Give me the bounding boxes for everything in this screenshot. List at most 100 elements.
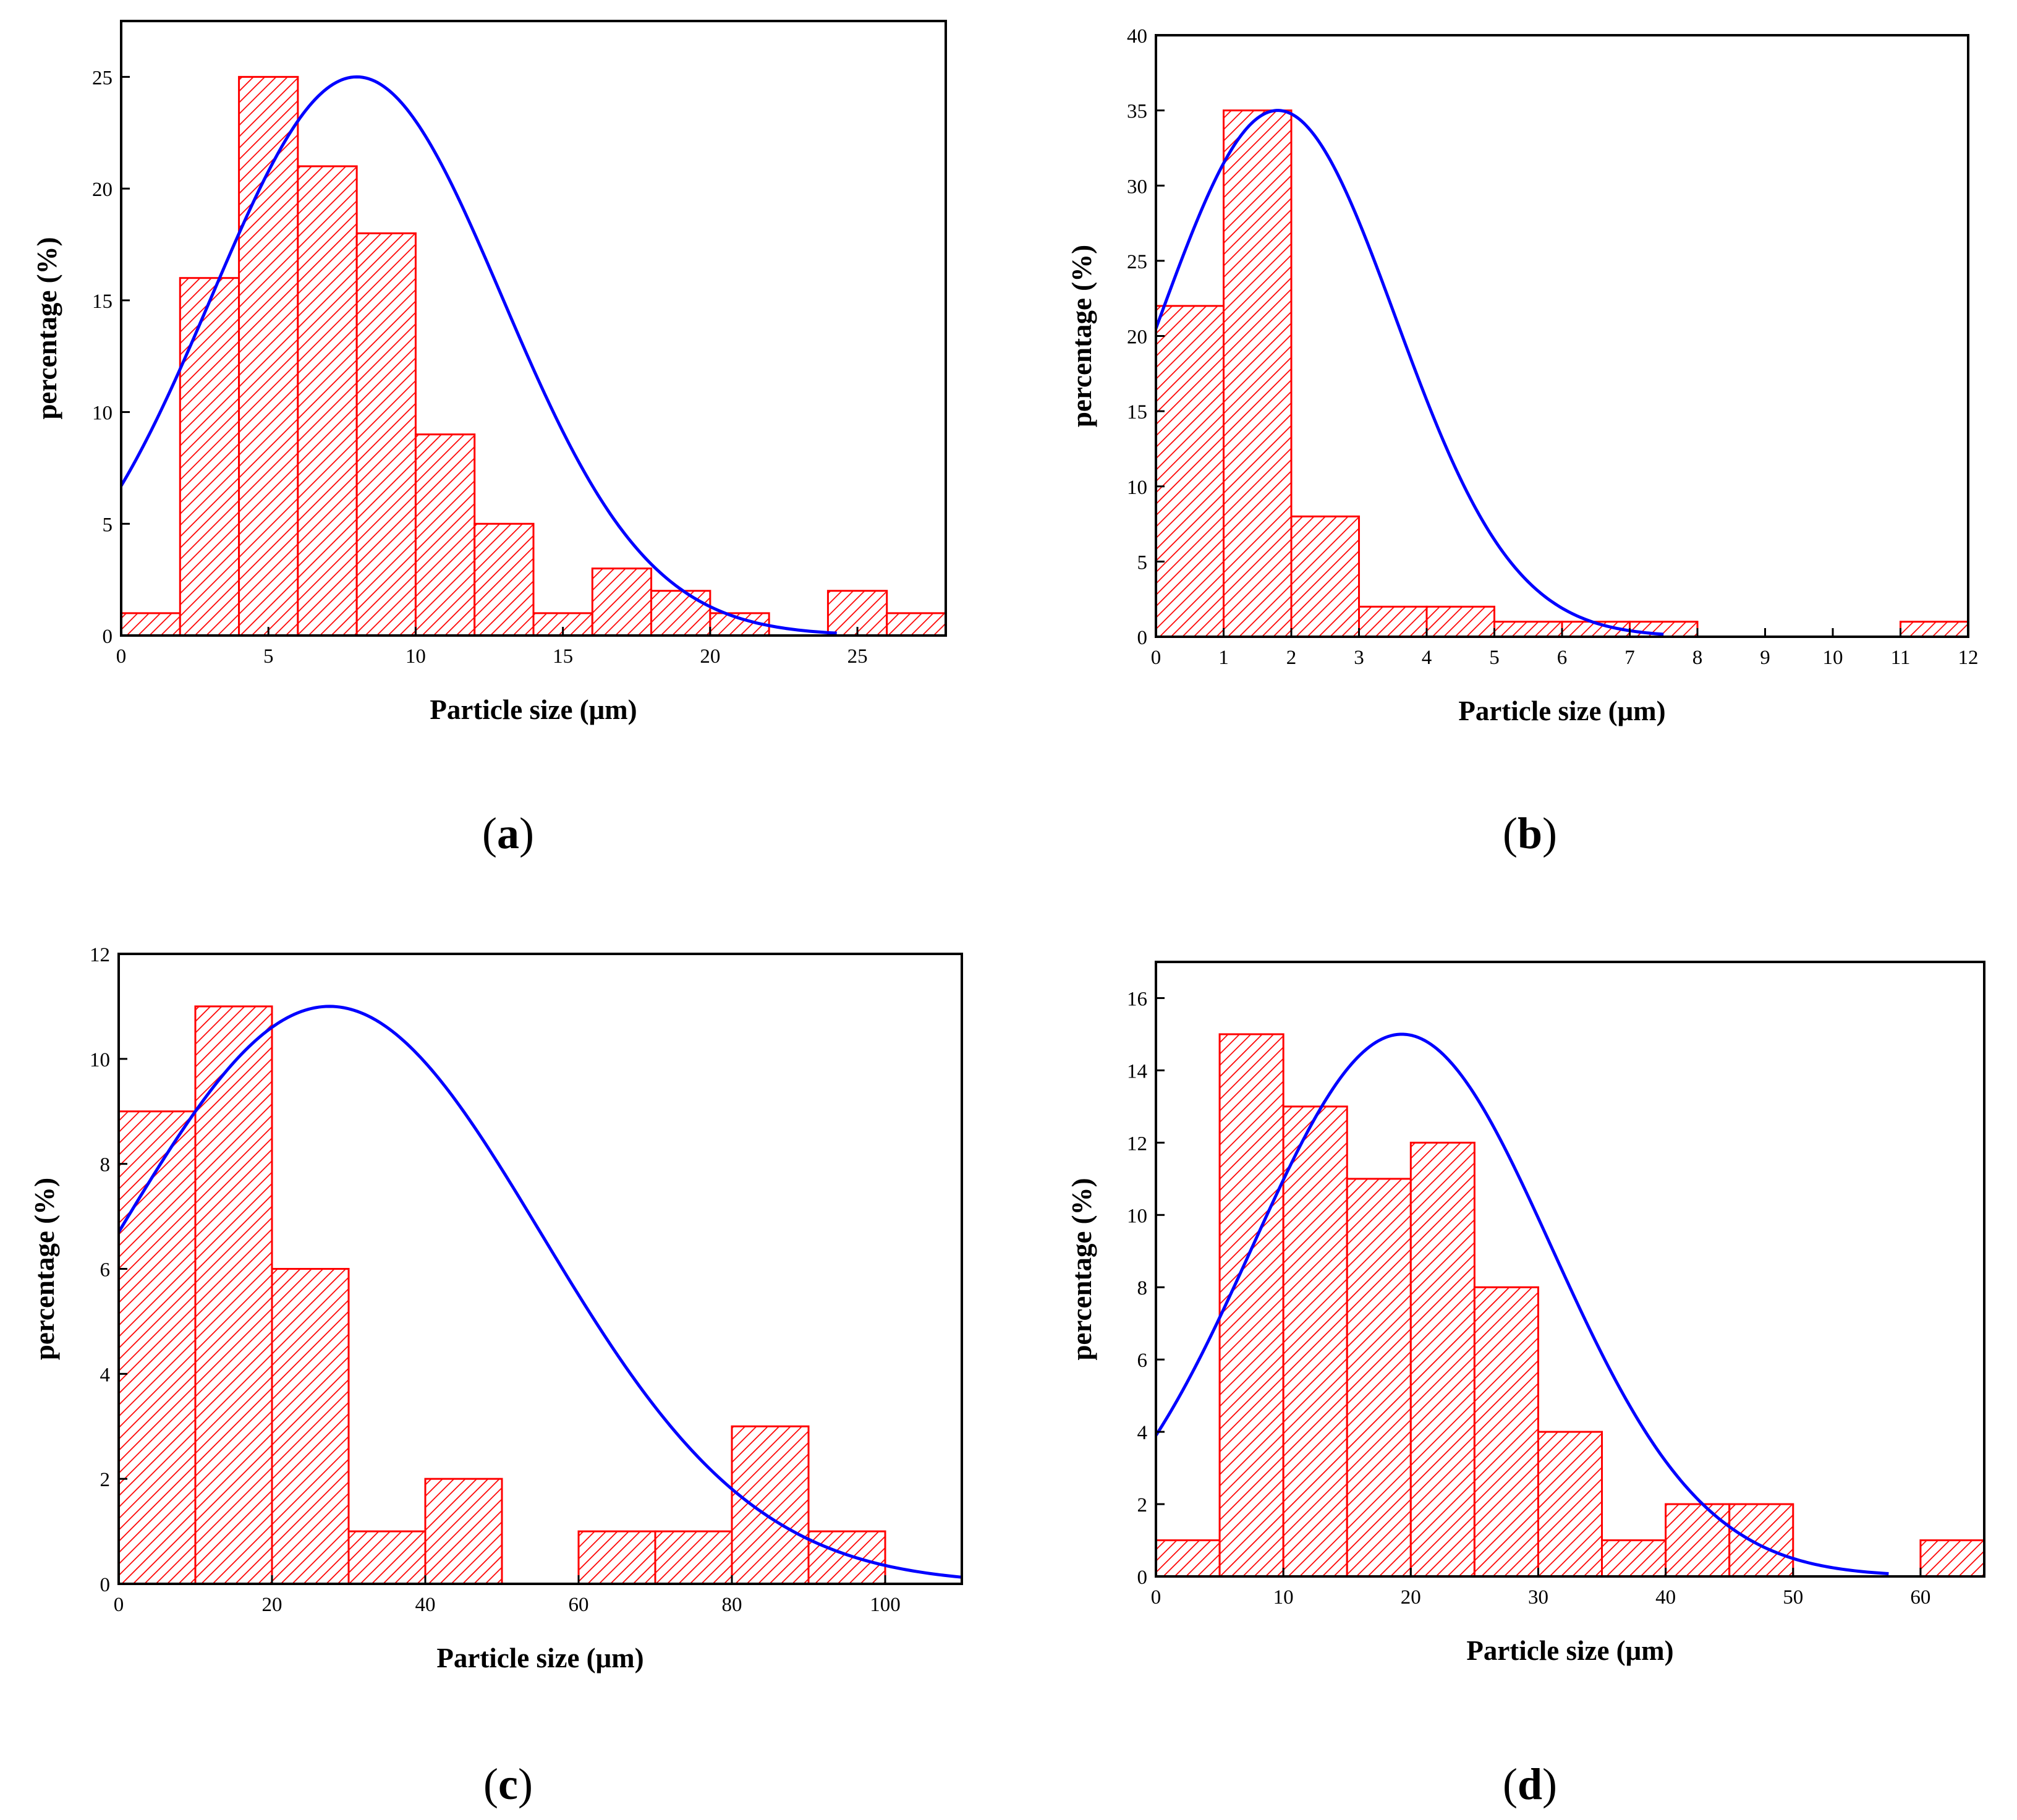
x-tick-label-d-6: 60 (1910, 1586, 1930, 1609)
histogram-bar-a-1 (179, 277, 240, 637)
histogram-bar-a-5 (414, 433, 476, 637)
panel-caption-d-letter: d (1518, 1759, 1542, 1809)
y-tick-label-b-8: 40 (1127, 25, 1147, 48)
histogram-bar-b-0 (1155, 305, 1225, 638)
histogram-bar-c-6 (577, 1530, 656, 1585)
y-tick-label-b-0: 0 (1137, 627, 1148, 649)
y-tick-label-a-5: 25 (92, 67, 113, 89)
x-tick-label-b-2: 2 (1286, 647, 1297, 669)
x-tick-label-c-0: 0 (114, 1594, 124, 1616)
y-tick-label-d-2: 4 (1137, 1422, 1148, 1444)
y-tick-label-d-0: 0 (1137, 1567, 1148, 1589)
x-tick-label-b-0: 0 (1151, 647, 1161, 669)
histogram-bar-a-4 (355, 232, 417, 637)
y-tick-label-d-8: 16 (1127, 988, 1147, 1010)
y-tick-label-b-4: 20 (1127, 326, 1147, 349)
y-tick-label-b-5: 25 (1127, 251, 1147, 273)
histogram-bar-d-12 (1919, 1539, 1985, 1578)
plot-frame-d (1155, 961, 1985, 1578)
histogram-bar-b-11 (1900, 621, 1969, 638)
histogram-bar-d-9 (1728, 1503, 1794, 1578)
chart-panel-d: 0 10 20 30 40 50 60 0 2 4 6 8 10 12 14 16 Particle size … (1066, 961, 1985, 1666)
y-tick-label-d-6: 12 (1127, 1133, 1147, 1155)
histogram-bar-b-2 (1290, 515, 1360, 638)
y-tick-label-d-3: 6 (1137, 1350, 1148, 1372)
histogram-bar-b-1 (1223, 109, 1293, 638)
x-tick-label-b-10: 10 (1823, 647, 1843, 669)
histogram-bar-a-2 (238, 75, 299, 637)
histogram-bar-d-6 (1537, 1431, 1603, 1578)
x-tick-label-b-4: 4 (1422, 647, 1432, 669)
x-tick-label-a-5: 25 (847, 645, 868, 668)
y-tick-label-c-2: 4 (100, 1364, 111, 1386)
x-tick-label-b-8: 8 (1692, 647, 1703, 669)
x-tick-label-b-11: 11 (1891, 647, 1911, 669)
y-tick-label-a-0: 0 (103, 626, 113, 648)
panel-caption-a-letter: a (497, 809, 519, 858)
histogram-bar-b-4 (1425, 605, 1495, 638)
x-tick-label-b-5: 5 (1489, 647, 1500, 669)
y-tick-label-c-6: 12 (90, 944, 110, 966)
x-tick-label-b-12: 12 (1958, 647, 1979, 669)
histogram-bar-d-7 (1601, 1539, 1667, 1578)
x-axis-label-c: Particle size (μm) (436, 1643, 643, 1673)
x-tick-label-b-3: 3 (1354, 647, 1364, 669)
y-tick-label-a-4: 20 (92, 179, 113, 201)
x-tick-label-d-0: 0 (1151, 1586, 1161, 1609)
x-tick-label-c-5: 100 (870, 1594, 901, 1616)
y-tick-label-c-4: 8 (100, 1154, 111, 1176)
histogram-bar-d-5 (1473, 1286, 1539, 1578)
x-tick-label-a-0: 0 (116, 645, 127, 668)
panel-caption-c-letter: c (498, 1759, 518, 1809)
y-tick-label-d-4: 8 (1137, 1277, 1148, 1299)
y-tick-label-b-1: 5 (1137, 551, 1148, 574)
panel-caption-b-letter: b (1518, 809, 1542, 858)
x-tick-label-b-9: 9 (1760, 647, 1770, 669)
histogram-bar-b-3 (1358, 605, 1428, 638)
x-tick-label-a-4: 20 (700, 645, 720, 668)
histogram-bar-c-8 (731, 1425, 810, 1585)
y-tick-label-b-7: 35 (1127, 101, 1147, 123)
histogram-bar-d-0 (1155, 1539, 1221, 1578)
panel-caption-c: (c) (483, 1759, 533, 1809)
y-tick-label-b-2: 10 (1127, 477, 1147, 499)
histogram-bar-a-9 (650, 590, 711, 637)
x-tick-label-b-6: 6 (1557, 647, 1568, 669)
x-tick-label-c-2: 40 (415, 1594, 436, 1616)
histogram-bar-c-3 (347, 1530, 427, 1585)
x-tick-label-a-1: 5 (263, 645, 274, 668)
histogram-bar-c-9 (807, 1530, 886, 1585)
histogram-bar-a-0 (120, 612, 181, 637)
chart-panel-c: 0 20 40 60 80 100 0 2 4 6 8 10 12 Particle size (μm) p… (29, 944, 963, 1673)
x-tick-label-d-1: 10 (1273, 1586, 1294, 1609)
y-tick-label-a-3: 15 (92, 291, 113, 313)
histogram-bar-d-3 (1346, 1178, 1412, 1578)
x-tick-label-c-4: 80 (722, 1594, 742, 1616)
y-tick-label-b-6: 30 (1127, 176, 1147, 198)
x-axis-label-d: Particle size (μm) (1466, 1635, 1673, 1666)
plot-frame-a (120, 20, 947, 637)
x-tick-label-b-7: 7 (1624, 647, 1635, 669)
fit-curve-b (1154, 109, 1664, 636)
y-tick-label-d-7: 14 (1127, 1060, 1147, 1082)
x-axis-label-b: Particle size (μm) (1458, 695, 1665, 726)
y-tick-label-c-5: 10 (90, 1049, 110, 1071)
x-tick-label-d-2: 20 (1401, 1586, 1421, 1609)
x-tick-label-b-1: 1 (1218, 647, 1229, 669)
fit-curve-a (119, 75, 837, 635)
histogram-bar-c-2 (271, 1268, 350, 1585)
histogram-bar-a-8 (591, 568, 653, 637)
histogram-bar-c-4 (424, 1478, 503, 1585)
x-tick-label-c-1: 20 (262, 1594, 282, 1616)
histogram-bar-a-3 (297, 165, 358, 637)
y-tick-label-d-1: 2 (1137, 1494, 1148, 1516)
chart-panel-b: 0 1 2 3 4 5 6 7 8 9 10 11 120510152025303540Particle… (1066, 25, 1979, 726)
histogram-bar-c-1 (194, 1005, 273, 1585)
panel-caption-b: (b) (1503, 809, 1557, 858)
y-tick-label-b-3: 15 (1127, 401, 1147, 423)
y-axis-label-d: percentage (%) (1066, 1178, 1097, 1360)
x-tick-label-a-2: 10 (406, 645, 426, 668)
y-tick-label-c-0: 0 (100, 1574, 111, 1596)
histogram-bar-d-8 (1665, 1503, 1731, 1578)
histogram-bar-d-2 (1282, 1105, 1348, 1578)
